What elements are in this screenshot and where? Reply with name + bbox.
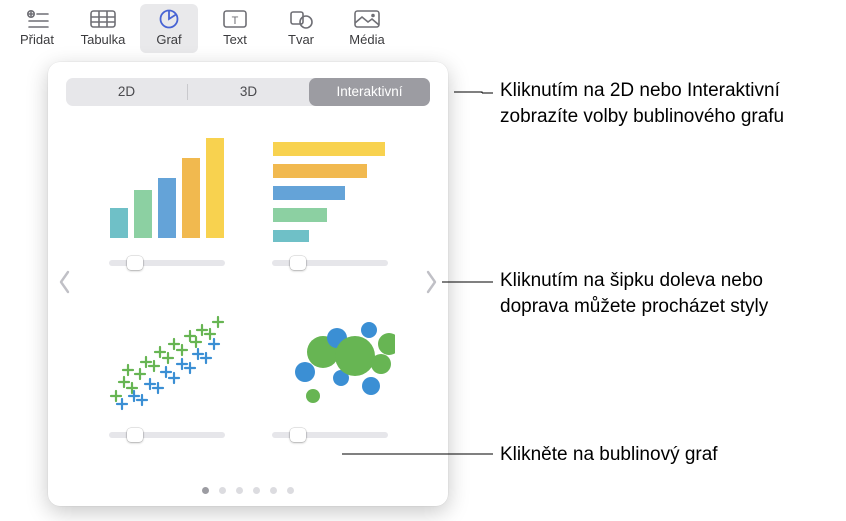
thumb-slider[interactable]	[109, 260, 225, 266]
table-icon	[88, 8, 118, 30]
page-dot[interactable]	[202, 487, 209, 494]
toolbar: Přidat Tabulka Graf T Text Tvar	[8, 0, 396, 53]
page-dot[interactable]	[236, 487, 243, 494]
chart-popover: 2D 3D Interaktivní	[48, 62, 448, 506]
toolbar-item-add[interactable]: Přidat	[8, 4, 66, 53]
page-dots	[48, 487, 448, 494]
segmented-control: 2D 3D Interaktivní	[66, 78, 430, 106]
callout-bubble: Klikněte na bublinový graf	[500, 442, 840, 468]
callout-segmented: Kliknutím na 2D nebo Interaktivní zobraz…	[500, 78, 830, 129]
page-dot[interactable]	[270, 487, 277, 494]
toolbar-label: Přidat	[20, 32, 54, 47]
segment-interactive[interactable]: Interaktivní	[309, 78, 430, 106]
toolbar-label: Média	[349, 32, 384, 47]
segment-3d[interactable]: 3D	[188, 78, 309, 106]
page-dot[interactable]	[219, 487, 226, 494]
callout-arrows: Kliknutím na šipku doleva nebo doprava m…	[500, 268, 830, 319]
toolbar-item-shape[interactable]: Tvar	[272, 4, 330, 53]
chart-grid	[66, 128, 430, 452]
thumb-slider[interactable]	[272, 260, 388, 266]
toolbar-item-text[interactable]: T Text	[206, 4, 264, 53]
segment-2d[interactable]: 2D	[66, 78, 187, 106]
toolbar-label: Text	[223, 32, 247, 47]
chart-icon	[154, 8, 184, 30]
chart-thumb-bubble[interactable]	[258, 300, 402, 450]
media-icon	[352, 8, 382, 30]
textbox-icon: T	[220, 8, 250, 30]
thumb-slider[interactable]	[109, 432, 225, 438]
toolbar-item-table[interactable]: Tabulka	[74, 4, 132, 53]
page-dot[interactable]	[253, 487, 260, 494]
shape-icon	[286, 8, 316, 30]
thumb-slider[interactable]	[272, 432, 388, 438]
chart-thumb-vertical-bar[interactable]	[95, 128, 239, 278]
page-dot[interactable]	[287, 487, 294, 494]
toolbar-label: Graf	[156, 32, 181, 47]
toolbar-item-media[interactable]: Média	[338, 4, 396, 53]
svg-text:T: T	[232, 15, 239, 27]
toolbar-label: Tvar	[288, 32, 314, 47]
chart-thumb-scatter[interactable]	[95, 300, 239, 450]
chart-thumb-horizontal-bar[interactable]	[258, 128, 402, 278]
plus-bullets-icon	[22, 8, 52, 30]
toolbar-item-chart[interactable]: Graf	[140, 4, 198, 53]
toolbar-label: Tabulka	[81, 32, 126, 47]
